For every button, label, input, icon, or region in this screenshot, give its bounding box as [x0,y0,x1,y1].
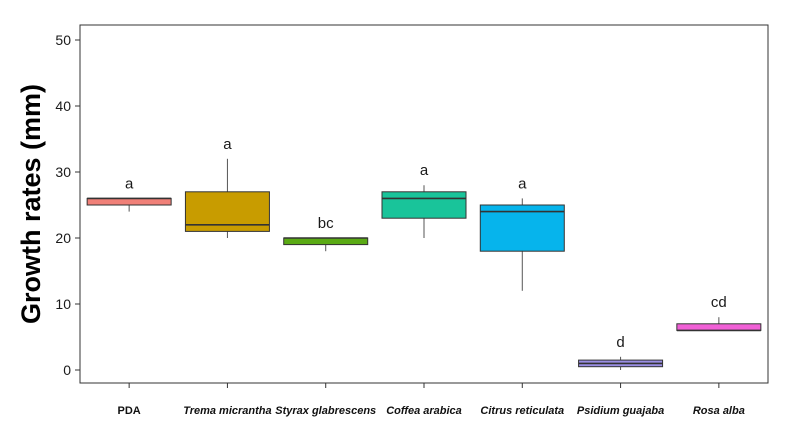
y-tick-label-40: 40 [55,98,71,114]
significance-label-5: d [616,334,624,351]
x-category-label-2: Styrax glabrescens [275,405,376,417]
y-tick-label-30: 30 [55,164,71,180]
y-tick-label-50: 50 [55,32,71,48]
box-group-1: a [184,136,270,238]
y-tick-label-10: 10 [55,296,71,312]
box-group-4: a [479,175,565,291]
x-category-label-6: Rosa alba [693,405,745,417]
box-6 [676,323,762,331]
box-3 [381,191,467,219]
box-group-5: d [578,334,664,370]
x-category-label-0: PDA [118,405,141,417]
significance-label-1: a [223,136,232,153]
box-4 [479,204,565,252]
box-0 [86,197,172,206]
x-category-label-1: Trema micrantha [183,405,271,417]
x-axis: PDA Trema micrantha Styrax glabrescens Coff… [118,383,745,417]
significance-label-3: a [420,162,429,179]
box-group-2: bc [283,215,369,252]
y-axis-title: Growth rates (mm) [16,84,46,324]
significance-label-2: bc [318,215,334,232]
box-group-6: cd [676,294,762,332]
x-category-label-5: Psidium guajaba [577,405,664,417]
significance-label-6: cd [711,294,727,311]
x-category-label-3: Coffea arabica [386,405,462,417]
x-category-label-4: Citrus reticulata [480,405,564,417]
box-series: a a bc a a d cd [86,136,762,370]
y-tick-label-20: 20 [55,230,71,246]
significance-label-4: a [518,175,527,192]
y-tick-label-0: 0 [63,362,71,378]
box-2 [283,237,369,246]
box-group-0: a [86,175,172,212]
significance-label-0: a [125,175,134,192]
y-axis: 0 10 20 30 40 50 [55,32,80,378]
box-group-3: a [381,162,467,238]
